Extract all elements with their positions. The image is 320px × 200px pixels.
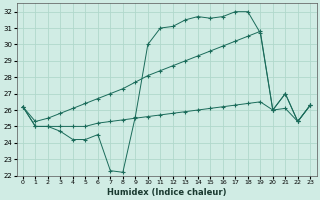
X-axis label: Humidex (Indice chaleur): Humidex (Indice chaleur) [107, 188, 226, 197]
